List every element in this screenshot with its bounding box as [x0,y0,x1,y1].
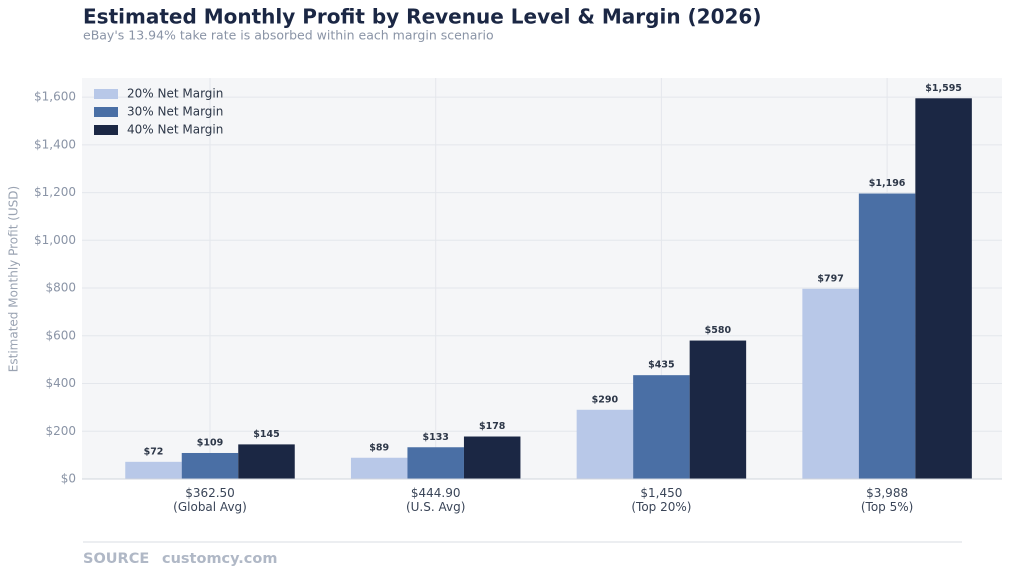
value-label: $290 [592,394,619,405]
value-label: $435 [648,360,674,371]
bar [181,452,239,479]
bar [350,457,408,479]
x-tick-label: $3,988 (Top 5%) [861,486,913,514]
y-tick-label: $1,400 [34,137,76,151]
bar [915,98,972,479]
y-tick-label: $1,200 [34,185,76,199]
y-tick-label: $0 [61,472,76,486]
y-axis-label: Estimated Monthly Profit (USD) [7,186,21,372]
bar [689,340,747,479]
chart-subtitle: eBay's 13.94% take rate is absorbed with… [83,28,494,43]
y-tick-label: $800 [45,281,76,295]
value-label: $133 [422,432,448,443]
value-label: $797 [817,273,843,284]
bar [802,288,859,479]
bar [238,444,295,479]
y-tick-label: $1,600 [34,90,76,104]
y-tick-label: $200 [45,424,76,438]
value-label: $109 [197,437,223,448]
x-tick-label: $362.50 (Global Avg) [173,486,247,514]
y-tick-label: $400 [45,376,76,390]
legend-label: 20% Net Margin [127,87,223,101]
x-tick-label: $444.90 (U.S. Avg) [406,486,465,514]
value-label: $178 [479,421,506,432]
legend-swatch [94,107,118,117]
bar [576,409,634,479]
source-label: SOURCE [83,551,149,567]
bar [407,447,464,479]
y-tick-label: $1,000 [34,233,76,247]
x-tick-label: $1,450 (Top 20%) [631,486,691,514]
value-label: $580 [705,325,732,336]
source: customcy.com [162,551,277,567]
value-label: $1,196 [869,178,906,189]
legend-label: 30% Net Margin [127,105,223,119]
legend-label: 40% Net Margin [127,123,223,137]
value-label: $145 [253,429,279,440]
chart-title: Estimated Monthly Profit by Revenue Leve… [83,5,761,29]
bar [858,193,916,479]
legend-swatch [94,89,118,99]
legend-swatch [94,125,118,135]
bar [633,375,690,479]
bar [463,436,521,479]
value-label: $72 [144,446,164,457]
value-label: $1,595 [925,83,962,94]
bar [125,461,182,479]
y-tick-label: $600 [45,328,76,342]
value-label: $89 [369,442,389,453]
